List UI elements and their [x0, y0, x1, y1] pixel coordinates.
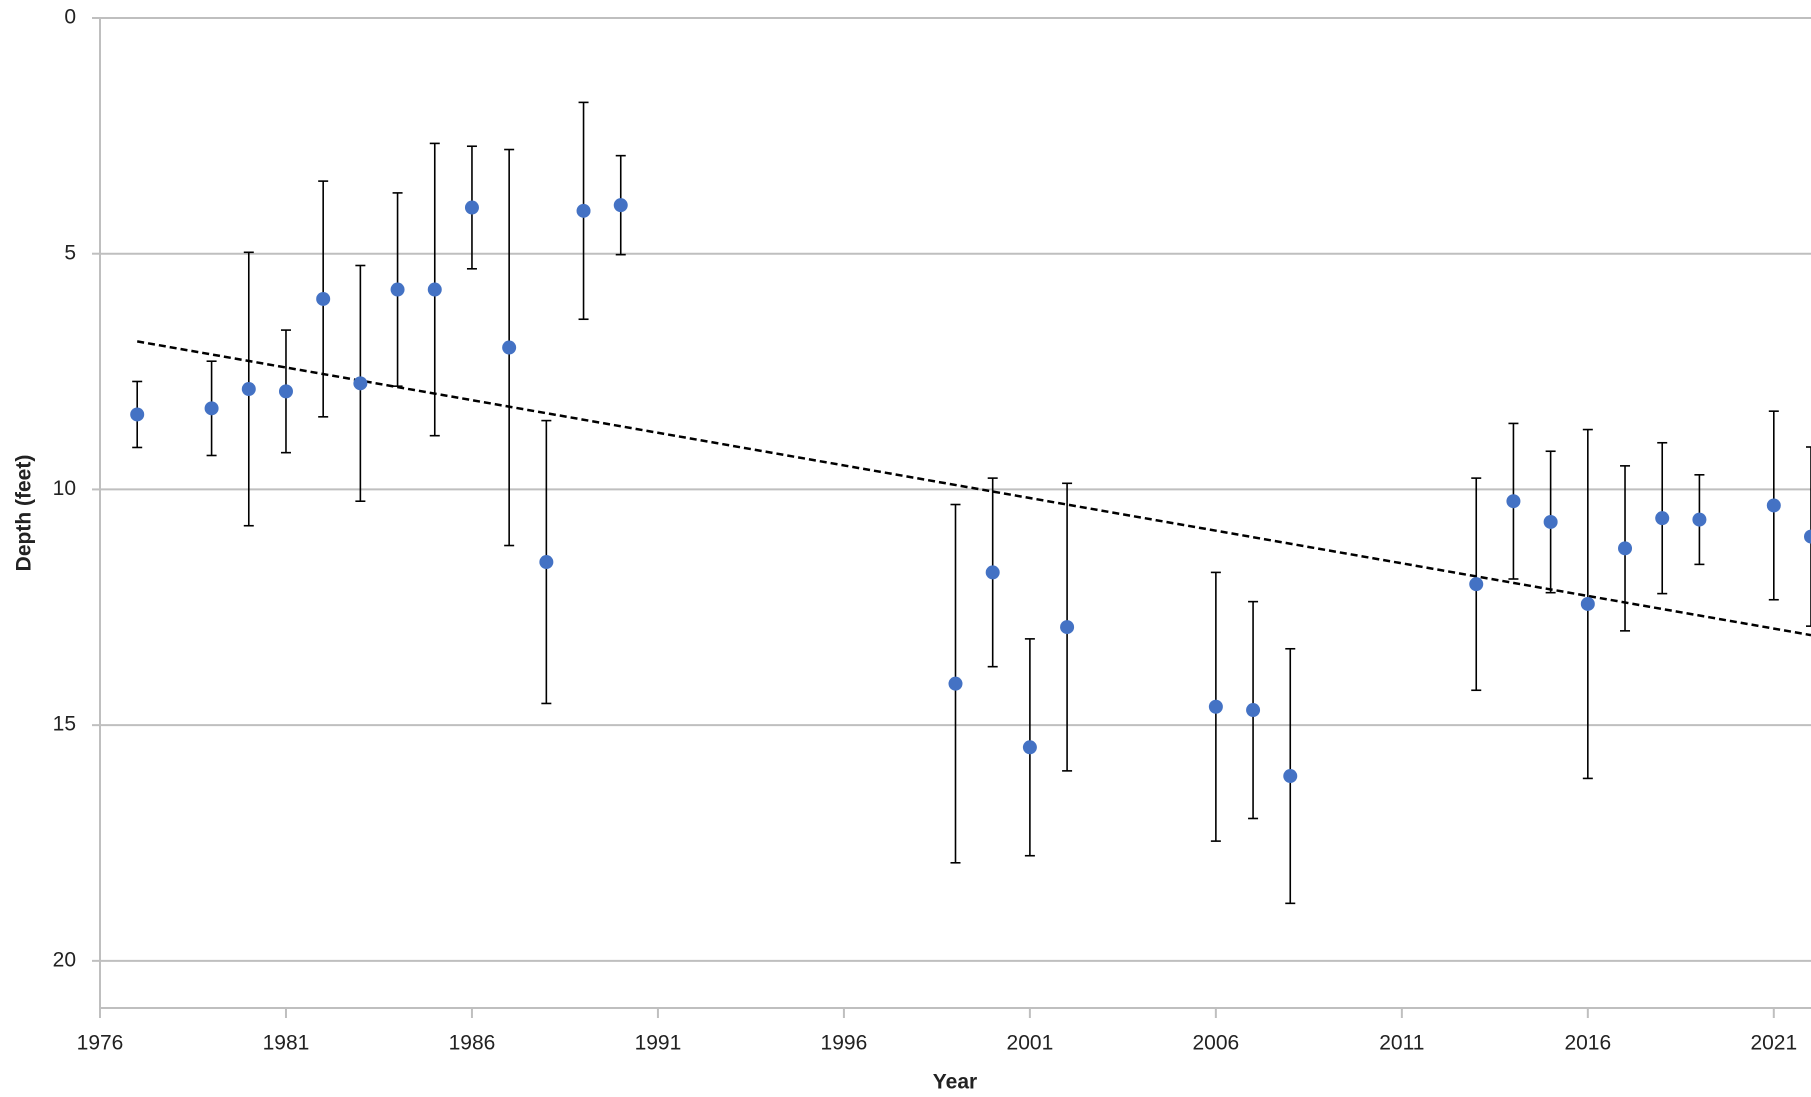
data-point: [613, 198, 628, 213]
data-point: [464, 200, 479, 215]
data-point: [502, 340, 517, 355]
data-point: [353, 376, 368, 391]
data-point: [241, 382, 256, 397]
data-point: [948, 676, 963, 691]
x-tick-label: 1996: [821, 1032, 868, 1055]
x-tick-label: 2006: [1193, 1032, 1240, 1055]
x-tick-label: 1991: [635, 1032, 682, 1055]
x-tick-label: 1981: [263, 1032, 310, 1055]
data-point: [539, 555, 554, 570]
data-point: [1060, 620, 1075, 635]
y-tick-label: 5: [64, 241, 76, 264]
data-point: [1766, 498, 1781, 513]
data-point: [1618, 541, 1633, 556]
trendline: [136, 340, 1811, 637]
data-point: [278, 384, 293, 399]
data-point: [316, 291, 331, 306]
y-tick-label: 10: [53, 477, 76, 500]
x-tick-label: 1976: [77, 1032, 124, 1055]
x-tick-label: 2016: [1564, 1032, 1611, 1055]
data-point: [1469, 577, 1484, 592]
data-point: [1283, 769, 1298, 784]
data-point: [204, 401, 219, 416]
y-axis-title: Depth (feet): [13, 455, 36, 572]
y-tick-label: 0: [64, 6, 76, 29]
data-point: [1543, 514, 1558, 529]
data-point: [1246, 703, 1261, 718]
data-point: [576, 203, 591, 218]
data-point: [130, 407, 145, 422]
data-point: [427, 282, 442, 297]
data-point: [1804, 529, 1811, 544]
x-tick-label: 2001: [1007, 1032, 1054, 1055]
error-bar: [1806, 446, 1811, 627]
data-point: [985, 565, 1000, 580]
y-tick-label: 15: [53, 713, 76, 736]
data-point: [1692, 512, 1707, 527]
data-point: [1580, 596, 1595, 611]
x-axis-title: Year: [933, 1071, 977, 1094]
data-point: [1506, 494, 1521, 509]
y-tick-label: 20: [53, 948, 76, 971]
x-tick-label: 2021: [1750, 1032, 1797, 1055]
x-tick-label: 1986: [449, 1032, 496, 1055]
data-point: [1208, 699, 1223, 714]
data-point: [1655, 511, 1670, 526]
data-point: [1022, 740, 1037, 755]
x-tick-label: 2011: [1379, 1032, 1424, 1055]
data-point: [390, 282, 405, 297]
